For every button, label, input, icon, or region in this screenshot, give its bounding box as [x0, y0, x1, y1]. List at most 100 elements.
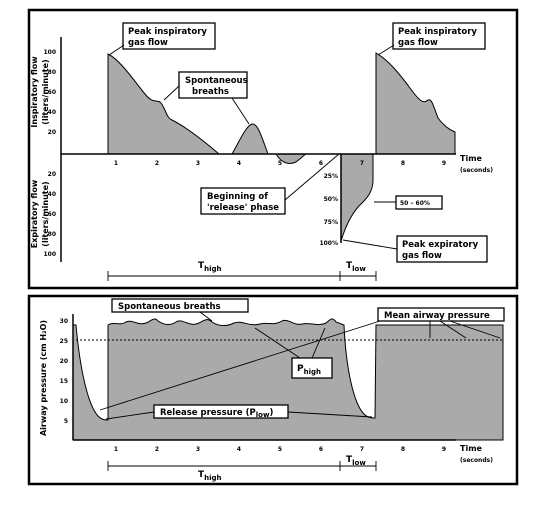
- phigh-leader-1: [254, 327, 301, 359]
- p-spontaneous-text: Spontaneous breaths: [118, 302, 221, 312]
- peak-insp-2-box: [392, 22, 486, 50]
- airway-pressure-label: Airway pressure (cm H₂O): [39, 320, 48, 436]
- pressure-time-label: Time: [460, 444, 483, 453]
- p-tlow-T: T: [346, 455, 353, 465]
- p-x-tick-6: 6: [319, 446, 323, 453]
- release-pressure-main: Release pressure (P: [160, 408, 256, 418]
- phigh-text: Phigh: [297, 364, 321, 376]
- flow-tlow-label: Tlow: [346, 261, 366, 273]
- mean-leader-3: [439, 320, 467, 339]
- pct-75: 75%: [324, 219, 338, 226]
- p-tick-5: 5: [64, 418, 68, 425]
- flow-x-ticks: 1 2 3 4 5 6 7 8 9: [114, 160, 446, 167]
- tick-up-60: 60: [48, 89, 56, 96]
- tick-down-80: 80: [48, 231, 56, 238]
- pct-range-box: [395, 195, 443, 210]
- phigh-leader-2: [311, 327, 326, 359]
- release-phase-line2: 'release' phase: [207, 203, 279, 213]
- release-expiratory-area: [340, 153, 374, 242]
- p-spontaneous-leader: [199, 311, 213, 322]
- flow-x-tick-3: 3: [196, 160, 200, 167]
- tick-down-20: 20: [48, 171, 56, 178]
- p-x-tick-9: 9: [442, 446, 446, 453]
- pressure-y-ticks: 30 25 20 15 10 5: [60, 318, 68, 425]
- mean-leader-4: [449, 320, 501, 339]
- tick-down-60: 60: [48, 211, 56, 218]
- spontaneous-box: [178, 71, 248, 99]
- tick-up-20: 20: [48, 129, 56, 136]
- peak-insp-1-line1: Peak inspiratory: [128, 27, 207, 37]
- tick-up-40: 40: [48, 109, 56, 116]
- flow-thigh-label: Thigh: [198, 261, 222, 273]
- spontaneous-leader-2: [231, 97, 250, 125]
- pressure-time-brackets: Thigh Tlow: [107, 455, 377, 482]
- p-x-tick-8: 8: [401, 446, 405, 453]
- release-phase-box: [200, 187, 286, 215]
- mean-pressure-box: [377, 307, 505, 322]
- p-x-tick-4: 4: [237, 446, 241, 453]
- pct-50: 50%: [324, 196, 338, 203]
- flow-x-tick-1: 1: [114, 160, 118, 167]
- pressure-x-ticks: 1 2 3 4 5 6 7 8 9: [114, 446, 446, 453]
- p-x-tick-3: 3: [196, 446, 200, 453]
- flow-x-tick-8: 8: [401, 160, 405, 167]
- flow-x-tick-7: 7: [360, 160, 364, 167]
- peak-insp-2-leader: [377, 44, 395, 56]
- airway-pressure-area: [72, 318, 504, 441]
- flow-y-ticks: 100 80 60 40 20 20 40 60 80 100: [43, 49, 56, 258]
- peak-insp-1-line2: gas flow: [128, 38, 168, 48]
- peak-insp-2-line2: gas flow: [398, 38, 438, 48]
- release-phase-line1: Beginning of: [207, 192, 268, 202]
- flow-tlow-T: T: [346, 261, 353, 271]
- p-thigh-sub: high: [204, 474, 221, 482]
- flow-time-unit: (seconds): [460, 167, 493, 174]
- pct-25: 25%: [324, 173, 338, 180]
- tick-down-100: 100: [43, 251, 56, 258]
- p-tlow-sub: low: [352, 459, 366, 467]
- flow-x-tick-6: 6: [319, 160, 323, 167]
- expiratory-flow-unit: (liters/minute): [41, 181, 50, 246]
- mean-leader-1: [99, 320, 381, 411]
- p-tick-10: 10: [60, 398, 68, 405]
- tick-up-80: 80: [48, 69, 56, 76]
- p-tick-20: 20: [60, 358, 68, 365]
- spontaneous-line1: Spontaneous: [185, 76, 248, 86]
- phigh-sub: high: [304, 368, 321, 376]
- release-pressure-end: ): [269, 408, 273, 418]
- peak-insp-1-leader: [108, 44, 125, 56]
- peak-exp-line1: Peak expiratory: [402, 240, 479, 250]
- pct-100: 100%: [319, 240, 338, 247]
- release-pressure-text: Release pressure (Plow): [160, 408, 273, 419]
- p-tick-30: 30: [60, 318, 68, 325]
- p-tlow-label: Tlow: [346, 455, 366, 467]
- release-phase-leader: [284, 153, 340, 201]
- p-thigh-label: Thigh: [198, 470, 222, 482]
- release-pressure-box: [153, 404, 289, 419]
- inspiratory-flow-area: [107, 53, 221, 155]
- p-x-tick-5: 5: [278, 446, 282, 453]
- p-thigh-T: T: [198, 470, 205, 480]
- flow-x-tick-2: 2: [155, 160, 159, 167]
- inspiratory-flow-label: Inspiratory flow: [30, 56, 39, 128]
- pct-range-text: 50 – 60%: [400, 200, 430, 207]
- spontaneous-line2: breaths: [192, 87, 229, 97]
- p-x-tick-2: 2: [155, 446, 159, 453]
- tick-down-40: 40: [48, 191, 56, 198]
- flow-x-tick-5: 5: [278, 160, 282, 167]
- tick-up-100: 100: [43, 49, 56, 56]
- flow-thigh-T: T: [198, 261, 205, 271]
- p-tick-15: 15: [60, 378, 68, 385]
- spontaneous-breath-area: [231, 123, 269, 155]
- second-inspiratory-area: [375, 52, 456, 155]
- peak-insp-1-box: [122, 22, 216, 50]
- peak-exp-box: [396, 235, 488, 263]
- release-leader-2: [287, 411, 373, 418]
- pressure-time-unit: (seconds): [460, 457, 493, 464]
- expiratory-flow-label: Expiratory flow: [30, 179, 39, 248]
- p-spontaneous-box: [111, 298, 249, 313]
- flow-tlow-sub: low: [352, 265, 366, 273]
- mean-pressure-text: Mean airway pressure: [384, 311, 490, 321]
- peak-exp-line2: gas flow: [402, 251, 442, 261]
